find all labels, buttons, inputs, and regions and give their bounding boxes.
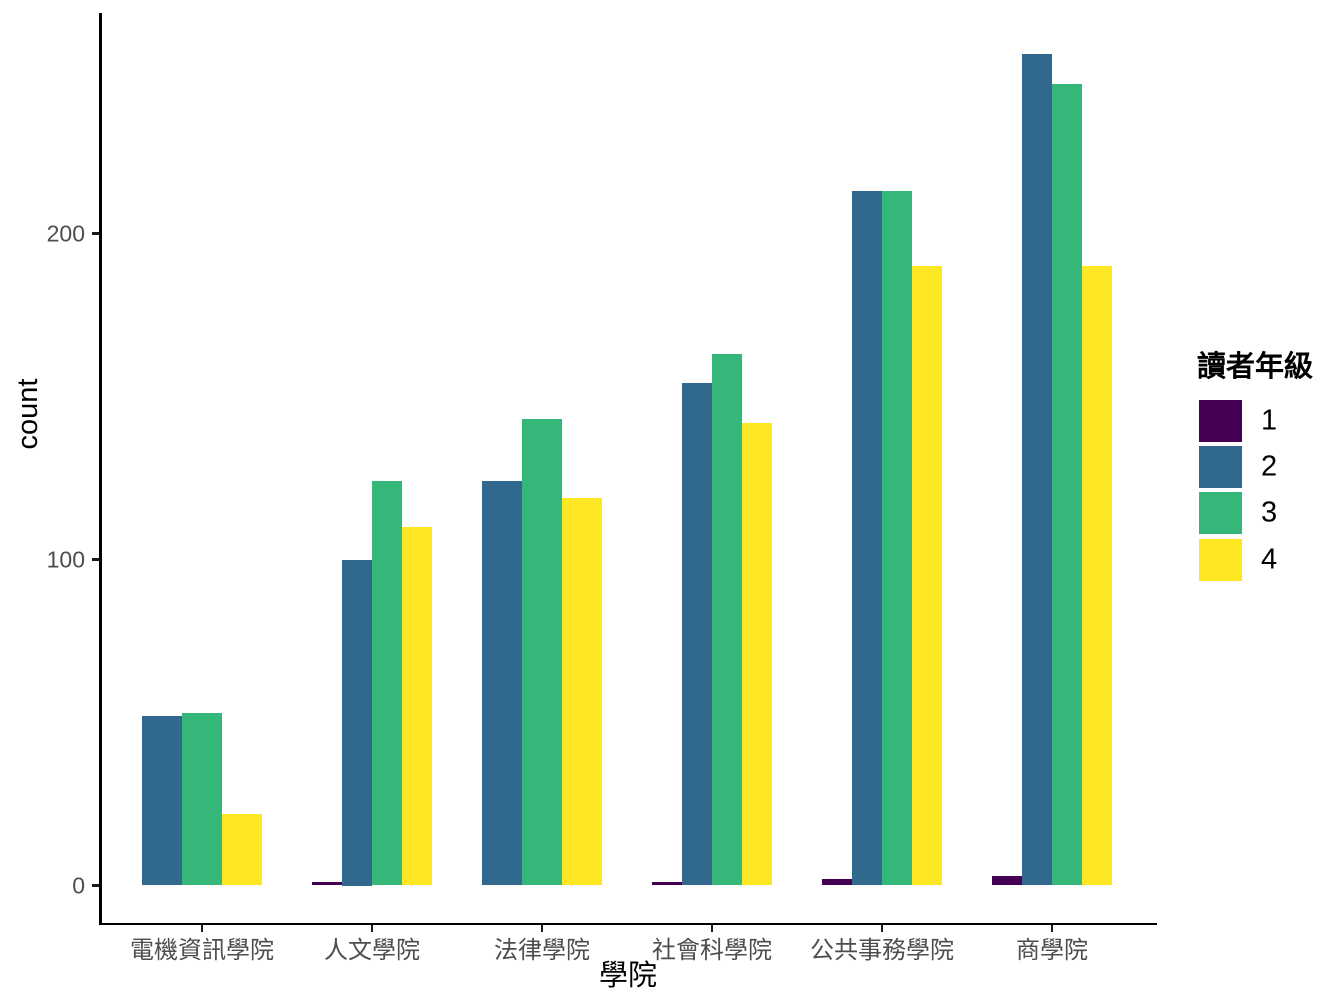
legend-swatch-2 [1199, 446, 1242, 489]
x-tick-label: 商學院 [1016, 937, 1088, 964]
y-axis-title: count [12, 378, 44, 450]
x-axis-line [99, 922, 1157, 925]
y-tick-label: 0 [72, 872, 85, 898]
bar-社會科學院-grade-3 [712, 354, 742, 886]
bar-社會科學院-grade-2 [682, 383, 712, 886]
y-tick-mark [92, 884, 99, 887]
y-tick-mark [92, 232, 99, 235]
x-tick-mark [1050, 925, 1054, 932]
bar-公共事務學院-grade-3 [882, 191, 912, 886]
legend-label-3: 3 [1261, 496, 1278, 529]
bar-商學院-grade-1 [992, 875, 1022, 886]
bar-法律學院-grade-2 [482, 481, 522, 886]
y-tick-label: 100 [46, 546, 85, 572]
x-axis-title: 學院 [598, 960, 658, 992]
bar-電機資訊學院-grade-4 [222, 813, 262, 886]
bar-電機資訊學院-grade-2 [142, 715, 182, 886]
bar-商學院-grade-3 [1052, 83, 1082, 886]
bar-公共事務學院-grade-4 [912, 266, 942, 886]
bar-法律學院-grade-4 [562, 497, 602, 886]
y-axis-line [99, 13, 102, 925]
legend-label-4: 4 [1261, 543, 1278, 576]
bar-商學院-grade-2 [1022, 54, 1052, 886]
bar-法律學院-grade-3 [522, 419, 562, 886]
legend-label-1: 1 [1261, 404, 1278, 437]
bar-商學院-grade-4 [1082, 266, 1112, 886]
x-tick-label: 電機資訊學院 [130, 937, 274, 964]
bar-人文學院-grade-4 [402, 526, 432, 886]
bar-人文學院-grade-2 [342, 559, 372, 886]
bar-人文學院-grade-3 [372, 481, 402, 886]
x-tick-mark [370, 925, 374, 932]
bar-社會科學院-grade-4 [742, 422, 772, 886]
y-tick-mark [92, 558, 99, 561]
bar-人文學院-grade-1 [312, 882, 342, 886]
legend-swatch-3 [1199, 492, 1242, 535]
x-tick-mark [200, 925, 204, 932]
legend-swatch-4 [1199, 538, 1242, 581]
x-tick-label: 法律學院 [494, 937, 590, 964]
bar-公共事務學院-grade-1 [822, 878, 852, 886]
x-tick-mark [540, 925, 544, 932]
x-tick-label: 社會科學院 [652, 937, 772, 964]
x-tick-mark [710, 925, 714, 932]
x-tick-label: 人文學院 [324, 937, 420, 964]
legend-swatch-1 [1199, 400, 1242, 442]
bar-公共事務學院-grade-2 [852, 191, 882, 886]
x-tick-label: 公共事務學院 [810, 937, 954, 964]
y-tick-label: 200 [46, 220, 85, 246]
legend-label-2: 2 [1261, 450, 1278, 483]
bar-電機資訊學院-grade-3 [182, 712, 222, 886]
legend-title: 讀者年級 [1197, 351, 1314, 383]
x-tick-mark [880, 925, 884, 932]
bar-社會科學院-grade-1 [652, 882, 682, 886]
